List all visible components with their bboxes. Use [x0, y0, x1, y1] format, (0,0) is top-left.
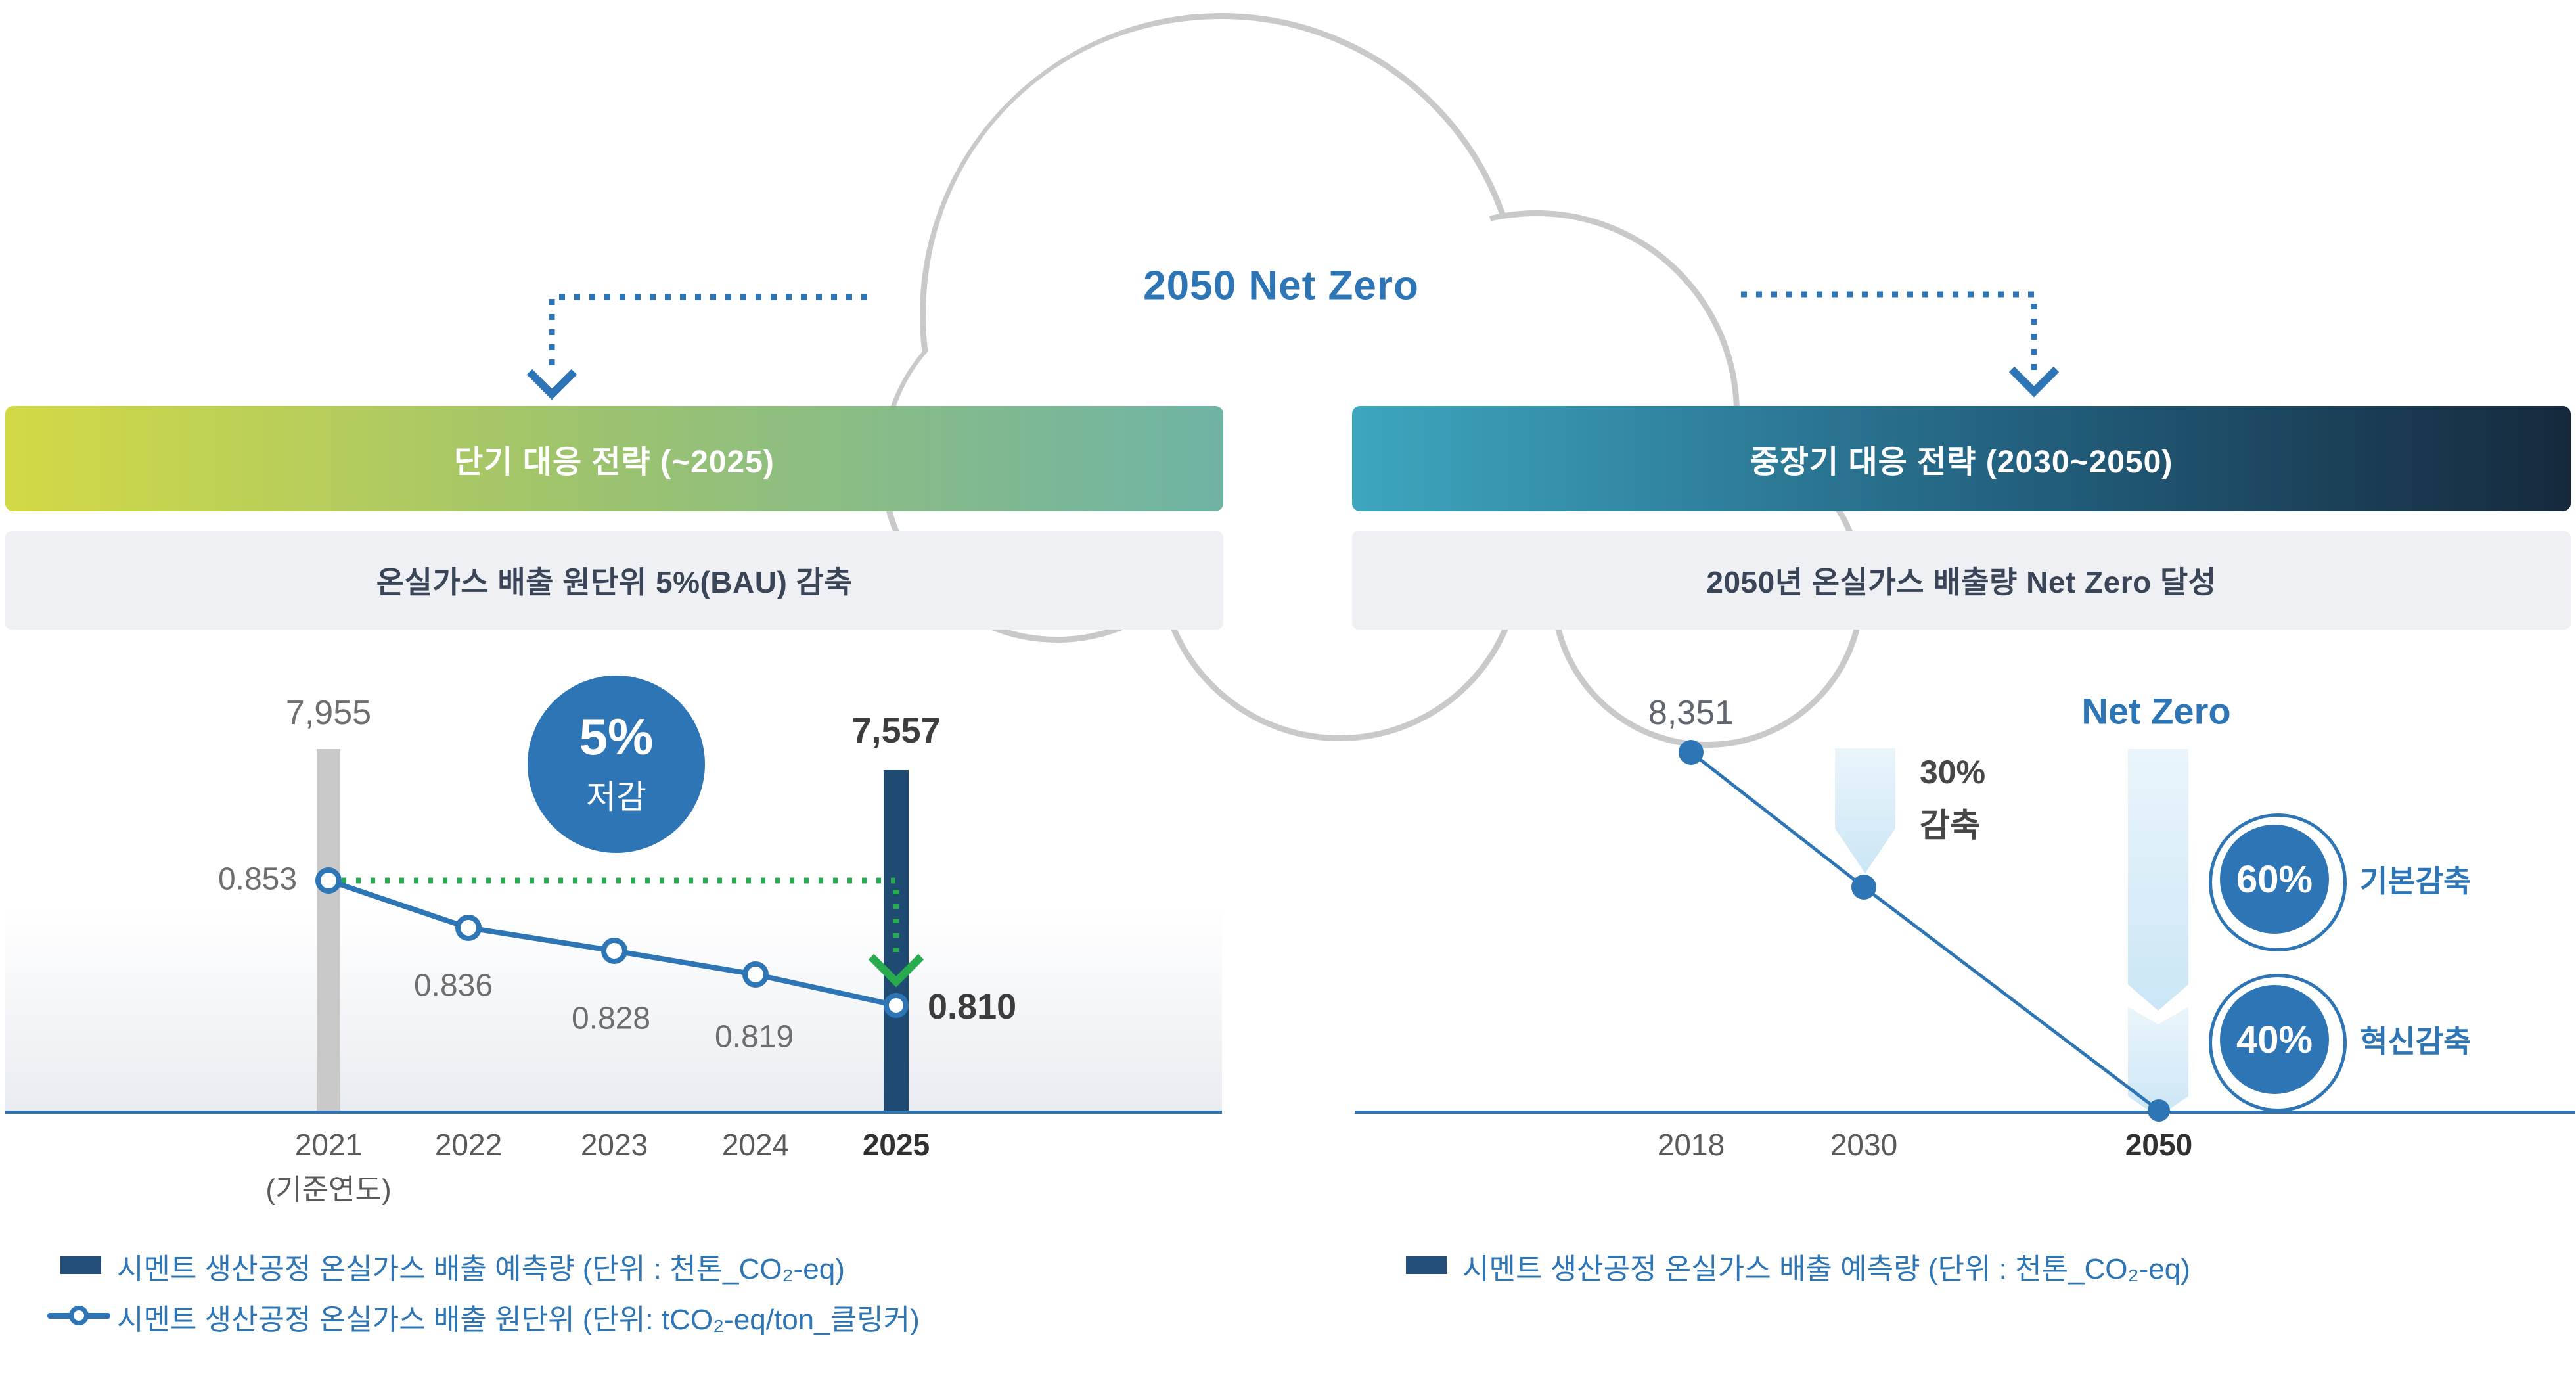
right-dotted-arrow-line [1741, 291, 2037, 372]
left-bar-2021-value: 7,955 [285, 694, 372, 732]
cloud-title: 2050 Net Zero [1143, 263, 1419, 309]
left-x-axis [5, 1111, 1222, 1114]
left-legend-bar-swatch [60, 1256, 101, 1274]
left-xlabel-2025: 2025 [862, 1128, 930, 1162]
right-bar-2018-value: 8,351 [1648, 694, 1734, 732]
netzero-arrow-upper [2128, 749, 2188, 1011]
left-bar-2025 [884, 770, 909, 1111]
left-goal-panel: 온실가스 배출 원단위 5%(BAU) 감축 [5, 531, 1223, 630]
left-legend-bar-label: 시멘트 생산공정 온실가스 배출 예측량 (단위 : 천톤_CO₂-eq) [117, 1253, 845, 1285]
right-legend-bar-swatch [1406, 1256, 1447, 1274]
left-line-value-2024: 0.819 [714, 1019, 794, 1055]
left-dotted-arrow-line [549, 294, 867, 375]
left-bar-2021 [317, 749, 340, 1111]
innovative-reduction-label: 혁신감축 [2360, 1024, 2472, 1059]
reduction-2030-percent: 30% [1920, 754, 1986, 790]
right-goal-label: 2050년 온실가스 배출량 Net Zero 달성 [1706, 565, 2217, 599]
basic-reduction-label: 기본감축 [2360, 864, 2472, 898]
right-xlabel-2030: 2030 [1830, 1128, 1898, 1162]
right-goal-panel: 2050년 온실가스 배출량 Net Zero 달성 [1352, 531, 2571, 630]
innovative-reduction-percent: 40% [2220, 985, 2329, 1094]
left-line-value-2021: 0.853 [217, 861, 298, 897]
reduction-2030-label: 감축 [1920, 807, 1980, 844]
base-year-note: (기준연도) [265, 1174, 392, 1206]
left-line-value-2022: 0.836 [413, 968, 493, 1003]
right-dot-2030 [1851, 875, 1876, 900]
right-xlabel-2050: 2050 [2125, 1128, 2193, 1162]
left-xlabel-2024: 2024 [721, 1128, 790, 1162]
right-strategy-header: 중장기 대응 전략 (2030~2050) [1352, 406, 2571, 511]
five-percent-badge: 5% 저감 [528, 676, 705, 853]
right-strategy-header-label: 중장기 대응 전략 (2030~2050) [1750, 445, 2173, 480]
innovative-reduction-badge: 40% [2209, 974, 2347, 1112]
left-line-value-2023: 0.828 [571, 1001, 651, 1036]
left-strategy-header-label: 단기 대응 전략 (~2025) [454, 445, 775, 480]
left-strategy-header: 단기 대응 전략 (~2025) [5, 406, 1223, 511]
right-xlabel-2018: 2018 [1657, 1128, 1725, 1162]
left-bar-2025-value: 7,557 [851, 711, 941, 750]
left-legend-line-label: 시멘트 생산공정 온실가스 배출 원단위 (단위: tCO₂-eq/ton_클링… [117, 1304, 920, 1336]
basic-reduction-badge: 60% [2209, 813, 2347, 951]
reduction-arrow-2030 [1835, 748, 1895, 873]
left-legend-line-marker-icon [69, 1306, 89, 1325]
netzero-arrow-lower [2128, 1007, 2188, 1117]
left-line-value-2025: 0.810 [928, 987, 1017, 1026]
left-xlabel-2021: 2021 [294, 1128, 363, 1162]
five-percent-value: 5% [579, 708, 654, 766]
left-xlabel-2023: 2023 [580, 1128, 648, 1162]
left-goal-label: 온실가스 배출 원단위 5%(BAU) 감축 [376, 565, 853, 599]
left-xlabel-2022: 2022 [434, 1128, 503, 1162]
right-legend-bar-label: 시멘트 생산공정 온실가스 배출 예측량 (단위 : 천톤_CO₂-eq) [1462, 1253, 2190, 1285]
left-dotted-arrowhead-icon [526, 369, 577, 400]
right-x-axis [1355, 1111, 2575, 1114]
right-dotted-arrowhead-icon [2008, 366, 2060, 398]
five-percent-label: 저감 [586, 778, 646, 815]
net-zero-label: Net Zero [2081, 690, 2231, 732]
basic-reduction-percent: 60% [2220, 825, 2329, 934]
